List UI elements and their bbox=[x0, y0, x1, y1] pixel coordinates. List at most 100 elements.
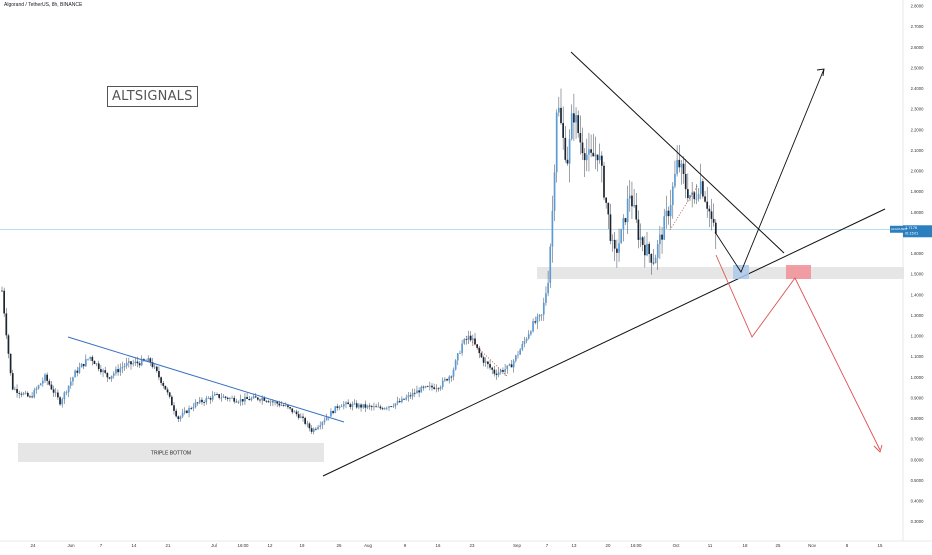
candle-up bbox=[123, 365, 126, 368]
candle-up bbox=[330, 411, 332, 417]
time-tick-label: 26 bbox=[337, 543, 342, 548]
candle-up bbox=[366, 405, 369, 408]
candle-up bbox=[54, 392, 57, 394]
price-tick-label: 1.0000 bbox=[911, 375, 924, 380]
candle-down bbox=[295, 411, 298, 415]
candle-up bbox=[358, 404, 360, 408]
price-tick-label: 1.9000 bbox=[911, 189, 924, 194]
time-tick-label: 7 bbox=[100, 543, 103, 548]
candle-up bbox=[547, 282, 549, 294]
candle-down bbox=[257, 397, 259, 400]
candle-down bbox=[566, 159, 569, 164]
candle-down bbox=[304, 417, 306, 424]
candle-down bbox=[315, 428, 317, 430]
candle-up bbox=[35, 388, 38, 391]
candle-down bbox=[596, 154, 599, 161]
candle-up bbox=[689, 195, 691, 199]
candle-up bbox=[383, 408, 386, 410]
candle-down bbox=[693, 192, 696, 200]
candle-up bbox=[472, 338, 474, 341]
candle-down bbox=[631, 195, 633, 207]
candle-down bbox=[573, 113, 575, 123]
candle-down bbox=[710, 211, 713, 219]
candle-down bbox=[93, 360, 96, 365]
candle-up bbox=[222, 396, 225, 398]
candle-up bbox=[44, 374, 46, 381]
time-tick-label: Oct bbox=[673, 543, 681, 548]
candle-up bbox=[484, 361, 487, 363]
candle-up bbox=[676, 159, 678, 174]
candle-up bbox=[39, 383, 42, 386]
candle-up bbox=[463, 339, 466, 344]
candle-down bbox=[592, 152, 595, 157]
candle-down bbox=[403, 398, 405, 400]
candle-up bbox=[317, 426, 319, 430]
candle-up bbox=[306, 423, 309, 425]
candle-up bbox=[112, 373, 115, 376]
price-tick-label: 2.5000 bbox=[911, 65, 924, 70]
candle-up bbox=[508, 364, 511, 366]
time-tick-label: 23 bbox=[470, 543, 475, 548]
candle-up bbox=[231, 397, 233, 399]
candle-down bbox=[16, 388, 18, 393]
current-price-tag[interactable]: ALGOUSDT 1.7176 01:15:01 bbox=[890, 225, 932, 238]
candle-up bbox=[396, 401, 399, 404]
candle-up bbox=[435, 388, 438, 390]
candle-up bbox=[95, 363, 98, 365]
triangle-upper-line bbox=[570, 51, 785, 254]
candle-up bbox=[392, 406, 395, 407]
candle-up bbox=[261, 397, 263, 401]
candle-down bbox=[59, 397, 61, 405]
triple-bottom-label: TRIPLE BOTTOM bbox=[151, 451, 191, 457]
candle-up bbox=[85, 359, 87, 367]
time-tick-label: 16:00 bbox=[631, 543, 643, 548]
time-tick-label: 18 bbox=[743, 543, 748, 548]
candle-down bbox=[282, 405, 285, 406]
candle-down bbox=[233, 397, 236, 402]
candle-up bbox=[325, 417, 328, 421]
bearish-projection-path bbox=[715, 254, 881, 451]
candle-down bbox=[117, 369, 119, 373]
symbol-title: Algorand / TetherUS, 8h, BINANCE bbox=[4, 2, 83, 8]
candle-up bbox=[416, 390, 418, 394]
candle-down bbox=[130, 361, 132, 365]
candle-up bbox=[665, 210, 668, 217]
candle-up bbox=[628, 195, 631, 199]
candle-down bbox=[254, 396, 257, 398]
bearish-arrow-head-icon bbox=[873, 444, 883, 453]
price-tick-label: 2.8000 bbox=[911, 4, 924, 9]
candle-up bbox=[24, 392, 27, 394]
candle-up bbox=[373, 406, 375, 408]
candle-up bbox=[598, 155, 601, 161]
time-tick-label: 24 bbox=[31, 543, 36, 548]
candle-up bbox=[351, 404, 354, 408]
candle-up bbox=[674, 173, 676, 187]
candle-down bbox=[138, 363, 141, 366]
candle-up bbox=[312, 428, 315, 432]
candle-up bbox=[229, 397, 231, 399]
candle-up bbox=[63, 392, 66, 400]
candle-down bbox=[226, 397, 229, 399]
candle-up bbox=[338, 406, 341, 408]
candle-down bbox=[11, 373, 14, 390]
candle-down bbox=[336, 406, 339, 408]
candle-down bbox=[704, 196, 706, 202]
candle-up bbox=[353, 403, 356, 405]
candle-down bbox=[106, 372, 109, 378]
candle-down bbox=[48, 380, 51, 385]
candle-up bbox=[618, 243, 620, 253]
candle-up bbox=[362, 404, 365, 408]
candle-up bbox=[239, 399, 242, 402]
candle-down bbox=[158, 371, 160, 378]
candle-down bbox=[201, 399, 203, 403]
candle-up bbox=[220, 397, 223, 399]
candle-up bbox=[323, 420, 326, 423]
candle-down bbox=[635, 205, 638, 220]
candle-down bbox=[398, 401, 401, 403]
candle-down bbox=[5, 313, 8, 336]
candle-down bbox=[364, 404, 367, 408]
candle-up bbox=[429, 385, 431, 387]
candle-up bbox=[125, 362, 128, 366]
